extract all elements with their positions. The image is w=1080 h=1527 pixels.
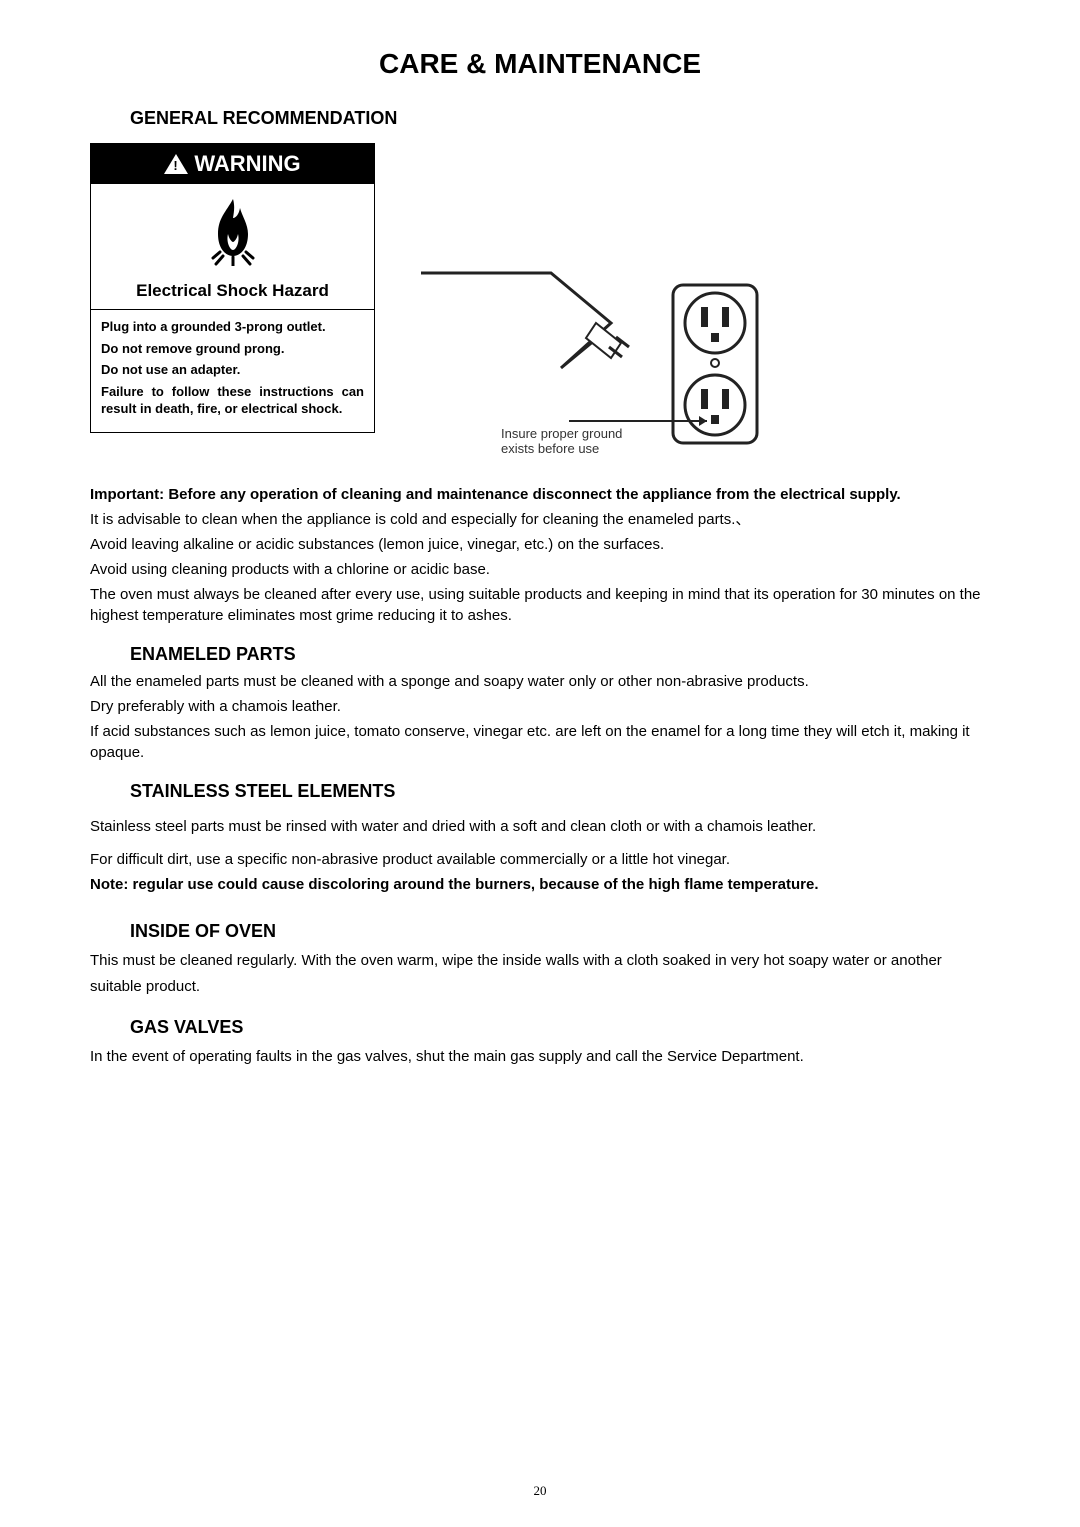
warning-header: WARNING [91,144,374,184]
heading-enameled: ENAMELED PARTS [130,644,990,665]
warning-line: Do not remove ground prong. [101,340,364,358]
warning-header-text: WARNING [194,151,300,177]
page-title: CARE & MAINTENANCE [90,48,990,80]
warning-line: Do not use an adapter. [101,361,364,379]
warning-line: Failure to follow these instructions can… [101,383,364,418]
outlet-caption-l2: exists before use [501,441,599,456]
heading-general: GENERAL RECOMMENDATION [130,108,990,129]
warning-box: WARNING Electrical Shock Hazard Plug int… [90,143,375,433]
flame-icon [91,184,374,279]
body-paragraph: All the enameled parts must be cleaned w… [90,671,990,692]
heading-gas: GAS VALVES [130,1017,990,1038]
page-number: 20 [0,1483,1080,1499]
body-paragraph: In the event of operating faults in the … [90,1044,990,1070]
body-paragraph: Stainless steel parts must be rinsed wit… [90,816,990,837]
body-paragraph: Avoid using cleaning products with a chl… [90,559,990,580]
warning-line: Plug into a grounded 3-prong outlet. [101,318,364,336]
outlet-figure: Insure proper ground exists before use [411,263,771,468]
body-paragraph: For difficult dirt, use a specific non-a… [90,849,990,870]
body-paragraph: Avoid leaving alkaline or acidic substan… [90,534,990,555]
warning-row: WARNING Electrical Shock Hazard Plug int… [90,143,990,468]
important-note: Important: Before any operation of clean… [90,484,990,505]
body-paragraph: Dry preferably with a chamois leather. [90,696,990,717]
body-paragraph: This must be cleaned regularly. With the… [90,948,990,999]
warning-triangle-icon [164,154,188,174]
warning-body: Plug into a grounded 3-prong outlet. Do … [91,310,374,432]
stainless-note: Note: regular use could cause discolorin… [90,874,990,895]
heading-stainless: STAINLESS STEEL ELEMENTS [130,781,990,802]
heading-inside: INSIDE OF OVEN [130,921,990,942]
outlet-caption-l1: Insure proper ground [501,426,622,441]
body-paragraph: It is advisable to clean when the applia… [90,509,990,530]
warning-subheading: Electrical Shock Hazard [91,279,374,310]
body-paragraph: The oven must always be cleaned after ev… [90,584,990,626]
body-paragraph: If acid substances such as lemon juice, … [90,721,990,763]
